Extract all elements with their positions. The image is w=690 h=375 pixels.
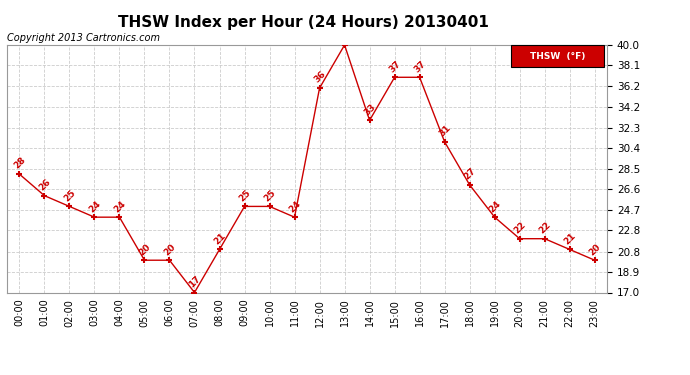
- Text: 33: 33: [362, 102, 377, 117]
- Text: 36: 36: [312, 70, 327, 85]
- Text: 21: 21: [562, 231, 578, 246]
- Text: 20: 20: [137, 242, 152, 257]
- Text: 20: 20: [162, 242, 177, 257]
- Text: 25: 25: [62, 188, 77, 203]
- Text: 24: 24: [487, 199, 502, 214]
- Text: 24: 24: [287, 199, 302, 214]
- Text: 40: 40: [337, 27, 353, 42]
- Text: 17: 17: [187, 274, 202, 289]
- Text: 31: 31: [437, 123, 453, 139]
- Text: 22: 22: [538, 220, 553, 236]
- Text: 37: 37: [412, 59, 427, 74]
- Text: 20: 20: [587, 242, 602, 257]
- FancyBboxPatch shape: [511, 45, 604, 67]
- Text: 25: 25: [237, 188, 253, 203]
- Text: Copyright 2013 Cartronics.com: Copyright 2013 Cartronics.com: [7, 33, 160, 42]
- Text: 21: 21: [212, 231, 227, 246]
- Text: 24: 24: [87, 199, 102, 214]
- Text: THSW  (°F): THSW (°F): [531, 52, 586, 61]
- Text: 27: 27: [462, 166, 477, 182]
- Text: 26: 26: [37, 177, 52, 192]
- Text: 24: 24: [112, 199, 127, 214]
- Text: 37: 37: [387, 59, 402, 74]
- Text: 28: 28: [12, 156, 27, 171]
- Text: THSW Index per Hour (24 Hours) 20130401: THSW Index per Hour (24 Hours) 20130401: [118, 15, 489, 30]
- Text: 22: 22: [512, 220, 527, 236]
- Text: 25: 25: [262, 188, 277, 203]
